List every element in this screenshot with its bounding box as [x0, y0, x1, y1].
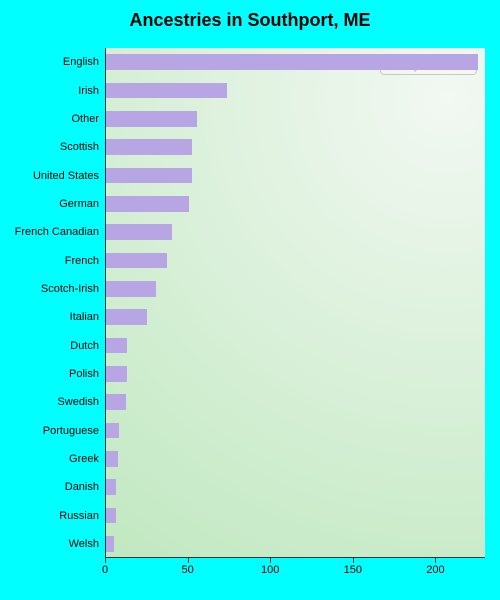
y-axis-labels: English Irish Other Scottish United States Ge…: [0, 48, 99, 558]
bar: [106, 139, 192, 155]
plot-area: City-Data.com: [105, 48, 485, 558]
y-axis-label: United States: [33, 170, 99, 182]
chart-page: Ancestries in Southport, ME City-Data.co…: [0, 0, 500, 600]
y-axis-label: English: [63, 56, 99, 68]
bar: [106, 309, 147, 325]
y-axis-label: Italian: [70, 311, 99, 323]
y-axis-label: Portuguese: [43, 425, 99, 437]
y-axis-label: German: [59, 198, 99, 210]
y-axis-label: Welsh: [69, 538, 99, 550]
y-axis-label: Greek: [69, 453, 99, 465]
y-axis-label: French Canadian: [15, 226, 99, 238]
bar: [106, 224, 172, 240]
x-axis-labels: 0 50 100 150 200: [105, 558, 485, 578]
bar: [106, 451, 118, 467]
bar: [106, 479, 116, 495]
bar: [106, 168, 192, 184]
y-axis-label: Scotch-Irish: [41, 283, 99, 295]
x-tick: [105, 558, 106, 563]
y-axis-label: Scottish: [60, 141, 99, 153]
x-tick: [188, 558, 189, 563]
y-axis-label: Swedish: [57, 396, 99, 408]
bar: [106, 536, 114, 552]
bar: [106, 366, 127, 382]
y-axis-label: French: [65, 255, 99, 267]
bar: [106, 54, 478, 70]
bar: [106, 508, 116, 524]
y-axis-label: Polish: [69, 368, 99, 380]
x-axis-label: 200: [426, 564, 444, 576]
bar: [106, 338, 127, 354]
x-axis-label: 150: [344, 564, 362, 576]
y-axis-label: Dutch: [70, 340, 99, 352]
bar: [106, 83, 227, 99]
x-tick: [353, 558, 354, 563]
bar: [106, 423, 119, 439]
chart-title: Ancestries in Southport, ME: [0, 10, 500, 31]
y-axis-label: Russian: [59, 510, 99, 522]
bar: [106, 111, 197, 127]
bar: [106, 394, 126, 410]
x-axis-label: 0: [102, 564, 108, 576]
bar: [106, 281, 156, 297]
bar: [106, 196, 189, 212]
y-axis-label: Danish: [65, 481, 99, 493]
x-axis-label: 50: [181, 564, 193, 576]
x-axis-label: 100: [261, 564, 279, 576]
bar: [106, 253, 167, 269]
y-axis-label: Irish: [78, 85, 99, 97]
x-tick: [435, 558, 436, 563]
y-axis-label: Other: [71, 113, 99, 125]
x-tick: [270, 558, 271, 563]
